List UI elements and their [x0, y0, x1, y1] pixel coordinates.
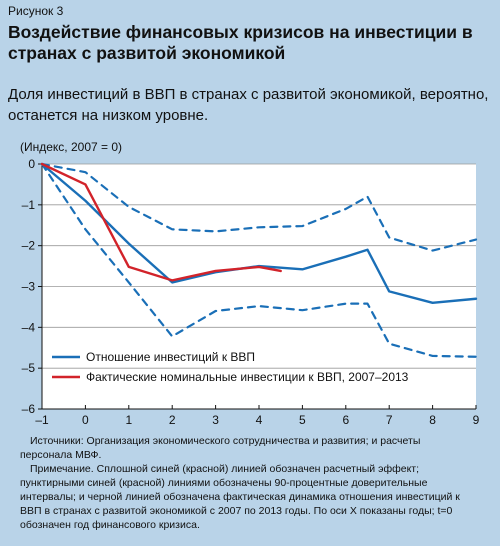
series-line-2 — [40, 162, 478, 252]
x-tick-label: –1 — [35, 413, 49, 427]
x-tick-label: 4 — [256, 413, 263, 427]
legend-label: Фактические номинальные инвестиции к ВВП… — [86, 370, 409, 384]
grid-lines — [42, 163, 476, 369]
series-line-3 — [40, 162, 478, 358]
legend-label: Отношение инвестиций к ВВП — [86, 350, 255, 364]
x-tick-label: 3 — [212, 413, 219, 427]
y-tick-label: 0 — [28, 157, 35, 171]
x-tick-label: 5 — [299, 413, 306, 427]
series-line-0 — [40, 162, 478, 305]
x-tick-label: 8 — [429, 413, 436, 427]
units-label: (Индекс, 2007 = 0) — [20, 140, 123, 154]
sources-note: Источники: Организация экономического со… — [20, 434, 468, 462]
y-tick-label: –1 — [22, 198, 36, 212]
x-tick-label: 2 — [169, 413, 176, 427]
series-line-1 — [40, 162, 282, 282]
sources-text: Источники: Организация экономического со… — [20, 435, 421, 461]
y-tick-label: –2 — [22, 239, 36, 253]
y-tick-label: –6 — [22, 402, 36, 416]
legend: Отношение инвестиций к ВВП Фактические но… — [52, 350, 409, 384]
x-tick-label: 9 — [473, 413, 480, 427]
x-tick-label: 1 — [125, 413, 132, 427]
axes: 0–1–2–3–4–5–6–1 0 1 2 3 4 5 6 7 8 9 — [22, 157, 480, 427]
y-tick-label: –5 — [22, 361, 36, 375]
x-tick-label: 0 — [82, 413, 89, 427]
series-layer — [40, 162, 478, 358]
chart-title: Воздействие финансовых кризисов на инвес… — [8, 22, 473, 63]
y-tick-label: –4 — [22, 320, 36, 334]
y-tick-label: –3 — [22, 280, 36, 294]
x-tick-label: 6 — [342, 413, 349, 427]
x-tick-label: 7 — [386, 413, 393, 427]
footnote-text: Примечание. Сплошной синей (красной) лин… — [20, 463, 460, 531]
chart-subtitle: Доля инвестиций в ВВП в странах с развит… — [8, 86, 489, 124]
footnote: Примечание. Сплошной синей (красной) лин… — [20, 462, 468, 532]
figure-label: Рисунок 3 — [8, 4, 64, 18]
